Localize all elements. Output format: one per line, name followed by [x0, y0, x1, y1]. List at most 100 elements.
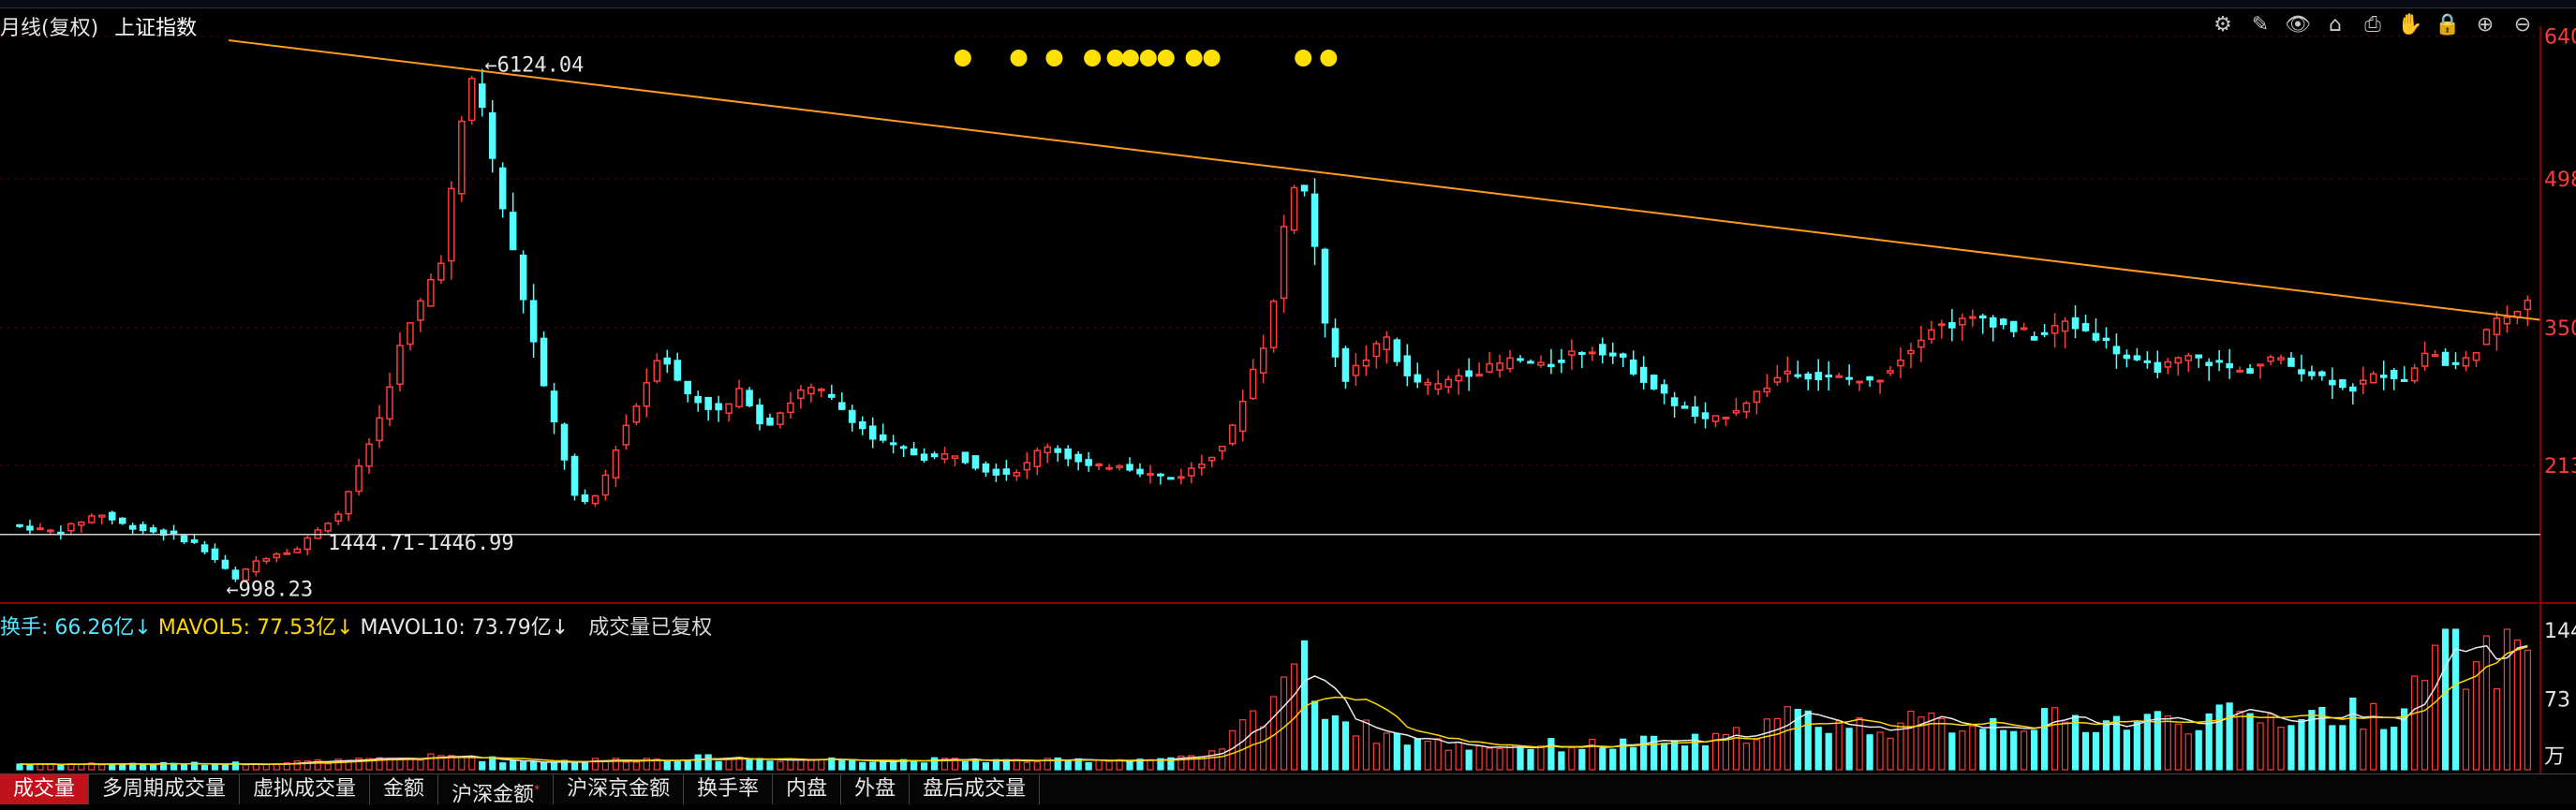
- volume-bar: [437, 755, 445, 771]
- candle-body: [26, 525, 34, 531]
- volume-bar: [1414, 738, 1421, 771]
- candle-body: [1619, 353, 1627, 358]
- candle-body: [550, 390, 558, 423]
- tab-sh-sz-amount[interactable]: 沪深金额*: [438, 774, 555, 806]
- volume-bar: [1701, 744, 1710, 771]
- tab-after-hours-volume[interactable]: 盘后成交量: [910, 774, 1041, 804]
- candle-body: [1608, 352, 1617, 357]
- candle-body: [807, 386, 815, 395]
- volume-bar: [1589, 738, 1596, 771]
- volume-bar: [1907, 710, 1915, 771]
- volume-bar: [540, 762, 548, 771]
- tab-turnover-rate[interactable]: 换手率: [684, 774, 774, 804]
- candle-body: [2184, 355, 2193, 361]
- candle-body: [2308, 371, 2316, 376]
- volume-bar: [632, 761, 640, 771]
- candle-body: [2009, 320, 2018, 332]
- candle-body: [1578, 351, 1586, 355]
- volume-bar: [1023, 761, 1030, 771]
- volume-bar: [1260, 726, 1267, 771]
- candle-body: [1691, 406, 1699, 417]
- tab-multi-period-volume[interactable]: 多周期成交量: [89, 774, 241, 804]
- tab-sh-sz-bj-amount[interactable]: 沪深京金额: [554, 774, 685, 804]
- volume-bar: [2411, 675, 2419, 771]
- candle-body: [930, 453, 939, 458]
- volume-bar: [591, 758, 600, 771]
- volume-bar: [1609, 748, 1617, 771]
- volume-bar: [448, 755, 455, 771]
- volume-bar: [2226, 702, 2233, 771]
- volume-bar: [715, 760, 722, 771]
- tab-virtual-volume[interactable]: 虚拟成交量: [240, 774, 371, 804]
- volume-bar: [499, 762, 507, 771]
- volume-bar: [940, 758, 949, 771]
- gear-icon[interactable]: ⚙: [2213, 13, 2232, 37]
- tab-amount[interactable]: 金额: [370, 774, 439, 804]
- candle-body: [37, 527, 44, 531]
- zoom-in-icon[interactable]: ⊕: [2476, 13, 2495, 37]
- candle-body: [293, 548, 302, 553]
- candle-body: [478, 83, 486, 109]
- volume-bar: [2041, 708, 2049, 771]
- candle-body: [407, 322, 414, 346]
- tab-outer-volume[interactable]: 外盘: [841, 774, 910, 804]
- pen-icon[interactable]: ✎: [2251, 13, 2270, 37]
- volume-bar: [674, 760, 681, 771]
- volume-bar: [2287, 725, 2295, 771]
- tab-volume[interactable]: 成交量: [0, 774, 90, 804]
- candle-body: [2441, 351, 2450, 366]
- candle-body: [376, 417, 383, 442]
- signal-dot: [1139, 50, 1157, 66]
- candle-body: [1506, 357, 1514, 370]
- candle-body: [252, 560, 260, 573]
- candle-body: [1198, 464, 1206, 469]
- zoom-out-icon[interactable]: ⊖: [2513, 13, 2532, 37]
- volume-bar: [2236, 711, 2243, 771]
- candle-body: [2195, 354, 2202, 359]
- candle-body: [2277, 357, 2285, 361]
- volume-bar: [2441, 628, 2450, 771]
- volume-note: 成交量已复权: [588, 616, 713, 640]
- volume-bar: [684, 760, 691, 771]
- volume-bar: [859, 761, 866, 771]
- volume-bar: [211, 763, 219, 771]
- bank-icon[interactable]: ⌂: [2329, 13, 2342, 37]
- candle-body: [1629, 359, 1637, 375]
- eye-icon[interactable]: 👁: [2285, 13, 2311, 37]
- volume-bar: [2257, 722, 2264, 771]
- volume-bar: [1219, 748, 1226, 771]
- candle-body: [2379, 375, 2388, 378]
- candle-body: [2226, 362, 2233, 369]
- volume-bar: [622, 761, 629, 771]
- volume-bar: [1742, 743, 1751, 771]
- tab-inner-volume[interactable]: 内盘: [773, 774, 842, 804]
- volume-bar: [1568, 746, 1576, 771]
- volume-bar: [1157, 758, 1164, 771]
- hand-icon[interactable]: ✋: [2397, 13, 2423, 37]
- volume-bar: [119, 763, 126, 771]
- volume-bar: [529, 761, 538, 771]
- candle-body: [1804, 373, 1813, 380]
- volume-bar: [1341, 721, 1350, 771]
- candle-body: [1157, 473, 1164, 477]
- lock-icon[interactable]: 🔒: [2435, 13, 2461, 37]
- volume-bar: [777, 760, 784, 771]
- volume-bar: [26, 763, 34, 771]
- candle-body: [653, 360, 661, 382]
- volume-bar: [1095, 759, 1103, 771]
- volume-bar: [746, 758, 753, 771]
- volume-bar: [2123, 729, 2131, 771]
- candle-body: [2133, 355, 2141, 361]
- volume-bar: [1661, 743, 1668, 771]
- print-icon[interactable]: ⎙: [2364, 13, 2381, 37]
- candle-body: [632, 405, 641, 423]
- candle-body: [2431, 354, 2439, 358]
- candle-body: [951, 455, 959, 459]
- candle-body: [448, 187, 455, 262]
- candle-body: [2257, 363, 2264, 367]
- candle-body: [1475, 374, 1483, 377]
- volume-bar: [334, 758, 342, 771]
- volume-bar: [1680, 745, 1689, 771]
- candle-body: [1907, 349, 1915, 355]
